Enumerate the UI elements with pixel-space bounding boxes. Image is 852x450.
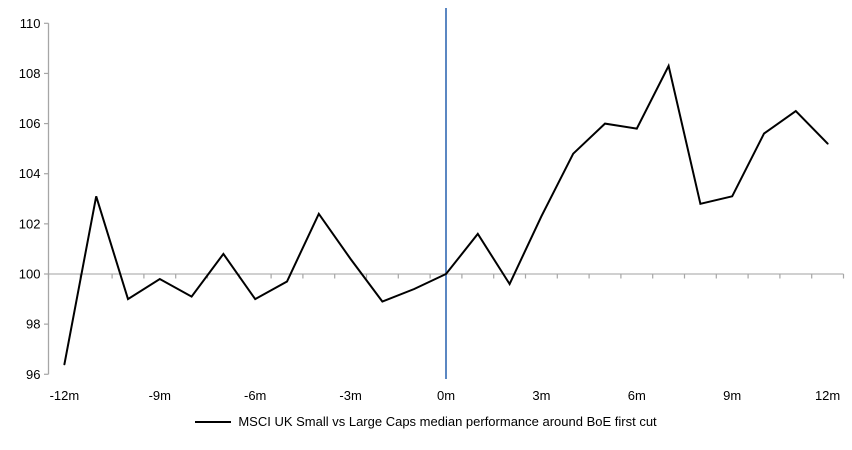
- y-tick-label: 104: [19, 166, 41, 181]
- y-tick-label: 96: [26, 367, 40, 382]
- x-tick-label: 6m: [628, 388, 646, 403]
- x-tick-label: 9m: [723, 388, 741, 403]
- x-tick-label: -3m: [339, 388, 361, 403]
- x-tick-label: 3m: [532, 388, 550, 403]
- y-tick-label: 106: [19, 116, 41, 131]
- x-tick-label: 0m: [437, 388, 455, 403]
- x-tick-label: 12m: [815, 388, 840, 403]
- x-tick-label: -9m: [149, 388, 171, 403]
- y-tick-label: 100: [19, 267, 41, 282]
- y-tick-label: 102: [19, 216, 41, 231]
- x-tick-label: -12m: [50, 388, 80, 403]
- legend-line-swatch: [195, 420, 232, 423]
- y-tick-label: 110: [20, 16, 41, 31]
- y-tick-label: 108: [19, 66, 41, 81]
- legend-series-label: MSCI UK Small vs Large Caps median perfo…: [238, 414, 657, 429]
- x-tick-label: -6m: [244, 388, 266, 403]
- series-line: [63, 62, 829, 366]
- y-tick-label: 98: [26, 317, 40, 332]
- legend: MSCI UK Small vs Large Caps median perfo…: [0, 414, 852, 429]
